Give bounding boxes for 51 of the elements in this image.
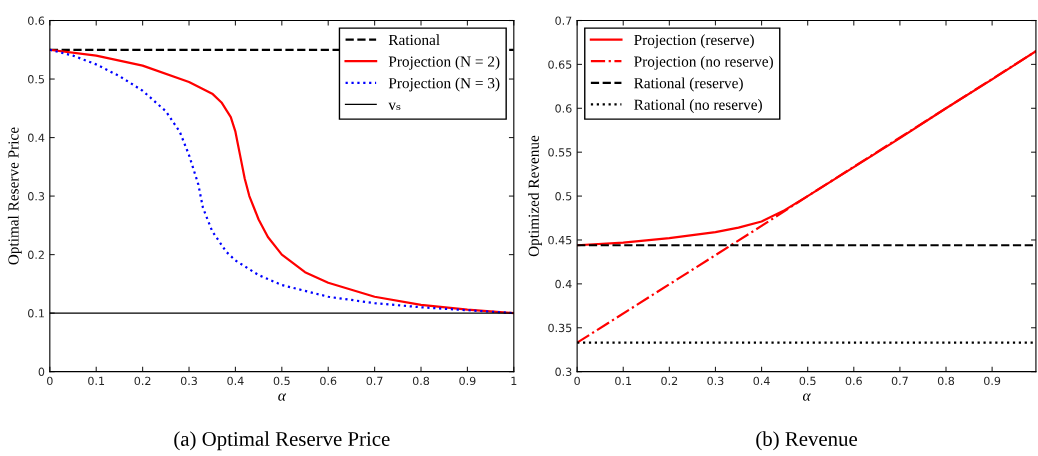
y-tick-label: 0.4 (555, 279, 572, 289)
legend-label: Projection (N = 3) (388, 77, 500, 92)
x-tick-label: 0.1 (88, 376, 105, 386)
x-tick-label: 0.4 (753, 376, 770, 386)
y-tick-label: 0.65 (548, 60, 572, 69)
x-tick-label: 0.9 (984, 376, 1001, 386)
y-tick-label: 0.55 (548, 148, 572, 157)
y-tick-label: 0 (38, 367, 45, 377)
y-tick-label: 0.6 (555, 104, 572, 113)
x-tick-label: 0.8 (412, 376, 430, 386)
y-tick-label: 0.45 (548, 235, 572, 245)
legend-label: Rational (388, 34, 440, 46)
x-tick-label: 0.7 (366, 376, 383, 386)
x-tick-label: 0.5 (273, 376, 290, 386)
text: (b) Revenue (756, 431, 857, 451)
x-tick-label: 0.4 (227, 376, 244, 386)
y-tick-label: 0.5 (28, 75, 44, 84)
y-tick-label: 0.7 (555, 16, 572, 25)
x-tick-label: 0.3 (707, 376, 724, 386)
legend-label: Projection (no reserve) (634, 55, 773, 70)
x-tick-label: 0.2 (661, 376, 678, 386)
x-axis-title: α (802, 393, 811, 401)
y-axis-title: Optimized Revenue (528, 135, 542, 257)
legend-label: Rational (reserve) (634, 77, 743, 92)
x-tick-label: 0.1 (615, 376, 632, 386)
x-tick-label: 0 (574, 376, 580, 386)
y-tick-label: 0.4 (28, 133, 45, 142)
x-tick-label: 0 (47, 376, 53, 386)
x-axis-title: α (278, 393, 287, 401)
x-tick-label: 0.5 (799, 376, 816, 386)
y-tick-label: 0.2 (28, 250, 44, 259)
text: (a) Optimal Reserve Price (174, 431, 390, 451)
x-tick-label: 0.3 (180, 376, 197, 386)
legend-label: vₛ (388, 102, 401, 110)
x-tick-label: 0.9 (459, 376, 476, 386)
y-tick-label: 0.35 (548, 323, 572, 333)
x-tick-label: 0.6 (845, 376, 862, 386)
legend-label: Rational (no reserve) (634, 99, 762, 113)
legend-label: Projection (reserve) (634, 34, 754, 49)
y-tick-label: 0.5 (555, 192, 572, 201)
y-tick-label: 0.6 (28, 16, 45, 25)
y-axis-title: Optimal Reserve Price (7, 127, 22, 265)
y-tick-label: 0.3 (555, 367, 572, 377)
x-tick-label: 0.7 (891, 376, 908, 386)
x-tick-label: 0.6 (320, 376, 337, 386)
x-tick-label: 0.2 (134, 376, 151, 386)
legend-label: Projection (N = 2) (388, 55, 500, 70)
x-tick-label: 1 (511, 376, 517, 385)
x-tick-label: 0.8 (937, 376, 955, 386)
y-tick-label: 0.1 (28, 309, 44, 318)
y-tick-label: 0.3 (28, 192, 45, 201)
